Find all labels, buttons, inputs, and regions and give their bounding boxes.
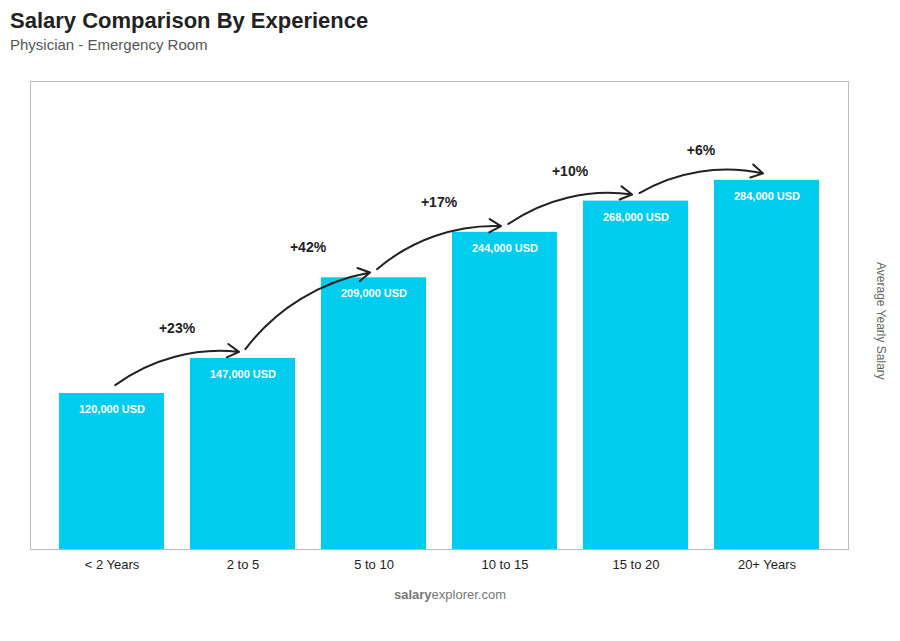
svg-text:< 2 Years: < 2 Years [85,557,140,572]
svg-text:5 to 10: 5 to 10 [354,557,394,572]
svg-text:+6%: +6% [687,142,716,158]
svg-text:244,000 USD: 244,000 USD [472,242,538,254]
svg-text:284,000 USD: 284,000 USD [734,190,800,202]
html-text:Salary Comparison By Experienc: Salary Comparison By Experience [10,8,369,33]
svg-text:147,000 USD: 147,000 USD [210,368,276,380]
svg-text:+42%: +42% [290,239,327,255]
svg-text:+23%: +23% [159,320,196,336]
svg-text:+10%: +10% [552,163,589,179]
svg-text:2 to 5: 2 to 5 [227,557,260,572]
svg-text:209,000 USD: 209,000 USD [341,287,407,299]
html-text:salary explorer.com: salary explorer.com [394,587,506,602]
svg-text:+17%: +17% [421,194,458,210]
svg-text:15 to 20: 15 to 20 [613,557,660,572]
svg-text:120,000 USD: 120,000 USD [79,403,145,415]
svg-text:268,000 USD: 268,000 USD [603,211,669,223]
html-text:Physician - Emergency Room: Physician - Emergency Room [10,36,208,53]
html-text:Average Yearly Salary: Average Yearly Salary [874,262,888,380]
svg-text:20+ Years: 20+ Years [738,557,797,572]
svg-text:10 to 15: 10 to 15 [482,557,529,572]
